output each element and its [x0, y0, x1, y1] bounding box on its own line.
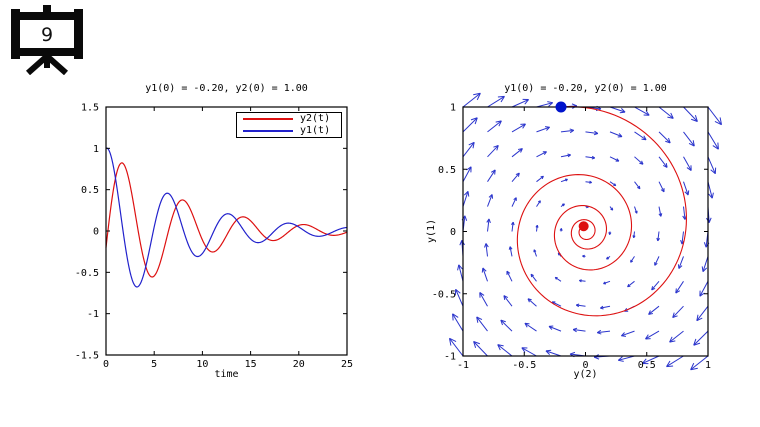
board-bottom-bar [11, 48, 83, 56]
series-y2(t) [105, 162, 348, 278]
right-plot-xtick-label: 1 [705, 360, 711, 371]
slide-number: 9 [41, 24, 53, 46]
left-plot-xtick-label: 15 [245, 359, 257, 370]
left-plot-ytick-label: 1 [93, 144, 99, 155]
legend-entry-y1: y1(t) [237, 125, 341, 136]
right-plot-ytick-label: -0.5 [432, 289, 456, 300]
right-plot-ytick-label: -1 [444, 352, 456, 363]
left-plot-axes: 0 5 10 15 20 25 -1.5 -1 -0.5 0 0.5 1 1.5 [75, 103, 353, 371]
right-plot-ytick-label: 0 [450, 227, 456, 238]
legend-line-sample-blue [243, 129, 293, 132]
right-plot-ytick-label: 0.5 [438, 165, 456, 176]
easel-right-leg [46, 54, 68, 75]
left-plot-frame [105, 106, 348, 356]
presentation-board-icon: 9 [11, 5, 83, 75]
right-plot-xtick-label: 0.5 [638, 360, 656, 371]
vector-field [449, 92, 722, 371]
right-plot-xtick-label: -1 [457, 360, 469, 371]
board-top-bar [11, 12, 83, 20]
left-plot-ytick-label: -1.5 [75, 351, 99, 362]
left-plot-xlabel: time [214, 369, 239, 380]
board-left-bar [11, 9, 20, 59]
left-plot-xtick-label: 0 [103, 359, 109, 370]
initial-condition-marker [555, 101, 567, 113]
legend-label-y1: y1(t) [300, 124, 331, 136]
legend-line-sample-red [243, 118, 293, 121]
board-knob [43, 5, 51, 14]
board-right-bar [74, 9, 83, 59]
right-plot-xtick-label: 0 [582, 360, 588, 371]
phase-trajectory [516, 106, 687, 317]
easel-left-leg [26, 54, 48, 75]
left-plot-ytick-label: 0.5 [81, 185, 99, 196]
series-y1(t) [105, 147, 348, 288]
legend-entry-y2: y2(t) [237, 114, 341, 125]
left-plot-ytick-label: 0 [93, 227, 99, 238]
left-plot-xtick-label: 10 [196, 359, 208, 370]
right-plot-ytick-label: 1 [450, 103, 456, 114]
left-plot-title: y1(0) = -0.20, y2(0) = 1.00 [145, 83, 308, 94]
right-plot-ylabel: y(1) [426, 218, 437, 244]
right-plot-frame [462, 106, 709, 357]
legend: y2(t) y1(t) [236, 112, 342, 138]
equilibrium-marker [578, 221, 589, 232]
right-plot-xlabel: y(2) [573, 369, 598, 380]
right-plot-xtick-label: -0.5 [512, 360, 536, 371]
left-plot-ytick-label: -0.5 [75, 268, 99, 279]
right-plot-title: y1(0) = -0.20, y2(0) = 1.00 [504, 83, 667, 94]
legend-label-y2: y2(t) [300, 113, 331, 125]
left-plot-ytick-label: 1.5 [81, 103, 99, 114]
right-plot-axes: -1 -0.5 0 0.5 1 -1 -0.5 0 0.5 1 [432, 103, 711, 372]
left-plot-ytick-label: -1 [87, 309, 99, 320]
left-plot-xtick-label: 5 [151, 359, 157, 370]
time-series-curves [105, 147, 348, 288]
left-plot-xtick-label: 20 [293, 359, 305, 370]
left-plot-xtick-label: 25 [341, 359, 353, 370]
